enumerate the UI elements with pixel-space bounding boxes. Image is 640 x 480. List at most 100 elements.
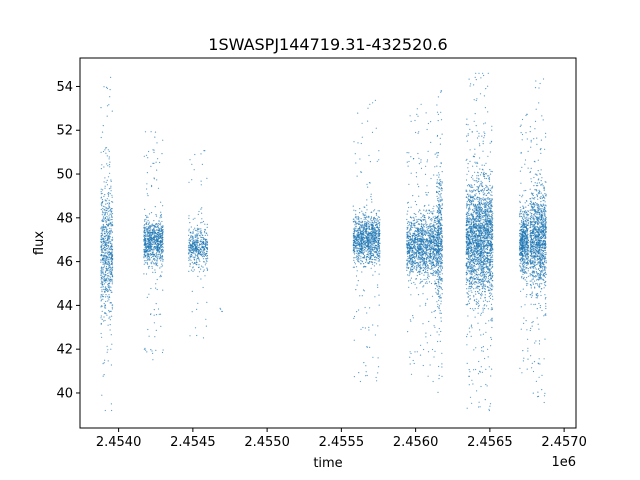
- data-point: [420, 251, 423, 253]
- data-point: [144, 262, 146, 264]
- data-point: [431, 247, 433, 249]
- data-point: [146, 243, 149, 245]
- data-point: [195, 241, 197, 243]
- data-point: [162, 139, 164, 141]
- data-point: [157, 223, 159, 225]
- data-point: [441, 188, 443, 190]
- data-point: [406, 247, 408, 249]
- data-point: [146, 249, 149, 251]
- data-point: [378, 253, 381, 255]
- data-point: [143, 263, 145, 265]
- data-point: [200, 243, 202, 246]
- data-point: [427, 240, 429, 242]
- data-point: [379, 219, 381, 221]
- data-point: [154, 242, 156, 244]
- data-point: [109, 220, 111, 222]
- data-point: [360, 262, 362, 264]
- data-point: [157, 248, 159, 250]
- data-point: [161, 234, 163, 236]
- data-point: [109, 296, 111, 299]
- data-point: [419, 238, 421, 240]
- data-point: [367, 220, 369, 222]
- data-point: [151, 185, 153, 188]
- data-point: [104, 185, 106, 187]
- data-point: [107, 192, 109, 194]
- data-point: [409, 356, 411, 358]
- data-point: [355, 275, 358, 277]
- data-point: [419, 262, 422, 264]
- data-point: [189, 263, 191, 265]
- data-point: [157, 232, 159, 234]
- data-point: [156, 255, 158, 257]
- data-point: [409, 363, 411, 365]
- data-point: [441, 254, 443, 256]
- data-point: [431, 240, 433, 242]
- data-point: [108, 236, 110, 238]
- data-point: [360, 226, 362, 228]
- data-point: [420, 159, 422, 161]
- data-point: [147, 216, 149, 218]
- data-point: [436, 258, 438, 260]
- data-point: [439, 312, 441, 314]
- data-point: [420, 161, 422, 163]
- data-point: [101, 233, 103, 235]
- data-point: [190, 259, 192, 261]
- data-point: [430, 225, 433, 227]
- data-point: [407, 165, 409, 167]
- data-point: [416, 244, 418, 246]
- data-point: [105, 277, 107, 279]
- data-point: [357, 247, 359, 249]
- data-point: [353, 247, 355, 249]
- data-point: [100, 136, 102, 139]
- data-point: [362, 224, 364, 226]
- data-point: [422, 265, 424, 267]
- data-point: [196, 247, 198, 249]
- data-point: [111, 258, 113, 260]
- data-point: [374, 256, 376, 258]
- data-point: [193, 229, 195, 231]
- data-point: [486, 301, 488, 303]
- data-point: [160, 211, 162, 213]
- data-point: [369, 161, 371, 163]
- data-point: [426, 254, 428, 256]
- data-point: [108, 279, 110, 281]
- data-point: [375, 237, 377, 239]
- data-point: [433, 219, 436, 222]
- data-point: [104, 235, 106, 237]
- data-point: [375, 224, 377, 226]
- data-point: [370, 248, 372, 250]
- data-point: [416, 257, 418, 259]
- data-point: [427, 272, 429, 274]
- data-point: [110, 210, 112, 212]
- data-point: [104, 409, 106, 412]
- data-point: [379, 242, 381, 244]
- data-point: [104, 259, 107, 261]
- data-point: [422, 286, 424, 288]
- data-point: [430, 237, 432, 239]
- data-point: [202, 266, 204, 268]
- data-point: [440, 162, 442, 165]
- data-point: [361, 241, 363, 244]
- data-point: [439, 181, 442, 183]
- data-point: [355, 215, 357, 217]
- data-point: [143, 232, 145, 234]
- data-point: [104, 249, 106, 251]
- data-point: [418, 264, 421, 266]
- data-point: [111, 281, 113, 283]
- data-point: [423, 253, 425, 255]
- data-point: [157, 158, 159, 160]
- data-point: [107, 280, 109, 282]
- data-point: [411, 234, 413, 236]
- data-point: [424, 234, 427, 237]
- data-point: [352, 236, 354, 238]
- data-point: [152, 258, 154, 260]
- data-point: [357, 253, 359, 255]
- data-point: [433, 240, 435, 242]
- data-point: [102, 247, 105, 249]
- data-point: [110, 290, 112, 292]
- data-point: [441, 363, 443, 365]
- data-point: [100, 332, 102, 335]
- data-point: [104, 177, 106, 179]
- data-point: [420, 281, 422, 283]
- data-point: [203, 269, 205, 271]
